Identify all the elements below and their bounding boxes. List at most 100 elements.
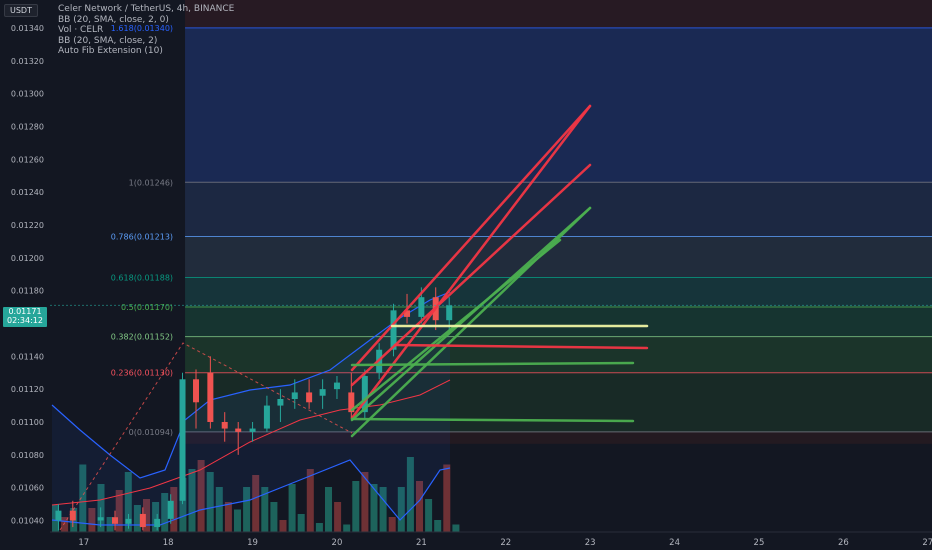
volume-bar — [206, 472, 214, 532]
volume-bar — [115, 490, 123, 532]
y-axis-bg — [0, 0, 50, 550]
volume-bar — [270, 502, 278, 532]
x-tick-label: 24 — [669, 538, 680, 548]
volume-bar — [224, 502, 232, 532]
candle-body — [319, 389, 326, 396]
volume-bar — [416, 481, 423, 532]
volume-bar — [315, 523, 323, 532]
y-tick-label: 0.01180 — [11, 287, 44, 296]
y-tick-label: 0.01060 — [11, 484, 44, 493]
fib-zone — [185, 182, 932, 237]
volume-bar — [215, 487, 223, 532]
fib-label: 1.618(0.01340) — [111, 24, 173, 33]
y-tick-label: 0.01120 — [11, 385, 44, 394]
candle-body — [263, 405, 270, 429]
fib-zone-bottom — [185, 431, 932, 444]
candle-body — [418, 297, 425, 317]
candle-body — [404, 310, 411, 317]
y-tick-label: 0.01080 — [11, 451, 44, 460]
trend-line — [350, 417, 635, 423]
x-tick-label: 22 — [500, 538, 511, 548]
fib-label: 0.5(0.01170) — [121, 303, 173, 312]
x-tick-label: 21 — [416, 538, 427, 548]
volume-bar — [361, 472, 369, 532]
volume-bar — [170, 487, 178, 532]
candle-body — [361, 376, 368, 413]
candle-body — [306, 392, 313, 403]
volume-bar — [443, 464, 451, 532]
fib-zone — [185, 336, 932, 373]
volume-bar — [133, 505, 141, 532]
volume-bar — [370, 484, 378, 532]
volume-bar — [179, 478, 187, 532]
countdown-timer: 02:34:12 — [7, 316, 43, 325]
symbol-title: Celer Network / TetherUS, 4h, BINANCE — [58, 4, 235, 14]
fib-label: 0(0.01094) — [129, 428, 173, 437]
volume-bar — [352, 481, 360, 532]
y-tick-label: 0.01300 — [11, 90, 44, 99]
y-tick-label: 0.01340 — [11, 24, 44, 33]
fib-label: 0.382(0.01152) — [111, 333, 173, 342]
volume-bar — [406, 457, 414, 532]
trend-line — [350, 361, 635, 367]
volume-bar — [388, 517, 396, 532]
x-tick-label: 27 — [922, 538, 932, 548]
indicator-fib[interactable]: Auto Fib Extension (10) — [58, 46, 163, 56]
candle-body — [55, 510, 62, 521]
last-price-value: 0.01171 — [8, 307, 42, 316]
volume-bar — [152, 502, 160, 532]
volume-bar — [124, 472, 132, 532]
bb-fill — [52, 292, 450, 525]
volume-bar — [297, 514, 305, 532]
trend-line — [350, 163, 592, 387]
currency-selector[interactable]: USDT — [4, 4, 38, 17]
candle-body — [446, 305, 453, 321]
candle-body — [235, 428, 242, 432]
x-tick-label: 19 — [247, 538, 258, 548]
volume-bar — [434, 520, 442, 532]
indicator-volume[interactable]: Vol · CELR — [58, 25, 104, 35]
candle-body — [277, 399, 284, 406]
volume-bar — [197, 460, 205, 532]
x-tick-label: 18 — [163, 538, 174, 548]
candle-body — [333, 382, 340, 390]
candle-body — [167, 500, 174, 519]
fib-label: 0.618(0.01188) — [111, 273, 173, 282]
volume-bar — [88, 508, 96, 532]
y-tick-label: 0.01320 — [11, 57, 44, 66]
candle-body — [221, 421, 228, 429]
volume-bar — [61, 517, 69, 532]
y-tick-label: 0.01200 — [11, 254, 44, 263]
volume-bar — [252, 475, 260, 532]
bb-basis — [51, 379, 451, 506]
y-tick-label: 0.01240 — [11, 188, 44, 197]
trend-line — [350, 104, 592, 420]
y-tick-label: 0.01100 — [11, 418, 44, 427]
fib-trend-line — [59, 342, 353, 531]
indicator-bb[interactable]: BB (20, SMA, close, 2, 0) — [58, 14, 169, 25]
volume-bar — [334, 502, 342, 532]
fib-label: 0.236(0.01130) — [111, 369, 173, 378]
candle-body — [179, 379, 186, 501]
candle-body — [291, 392, 298, 399]
trend-line — [393, 343, 649, 350]
candle-body — [139, 513, 146, 528]
fib-zone — [185, 27, 932, 183]
x-axis-bg — [50, 532, 932, 550]
candle-body — [69, 510, 76, 521]
candle-body — [193, 379, 200, 403]
volume-bar — [397, 487, 405, 532]
indicator-bb-2[interactable]: BB (20, SMA, close, 2) — [58, 35, 158, 46]
y-tick-label: 0.01140 — [11, 352, 44, 361]
volume-bar — [279, 520, 287, 532]
chart-legend: Celer Network / TetherUS, 4h, BINANCE BB… — [58, 4, 234, 57]
x-tick-label: 26 — [838, 538, 849, 548]
volume-bar — [343, 524, 351, 532]
last-price-badge: 0.01171 02:34:12 — [3, 307, 47, 327]
volume-bar — [325, 487, 332, 532]
volume-bar — [161, 493, 169, 532]
candle-body — [97, 517, 104, 521]
fib-zone — [185, 277, 932, 308]
volume-bar — [79, 464, 87, 532]
